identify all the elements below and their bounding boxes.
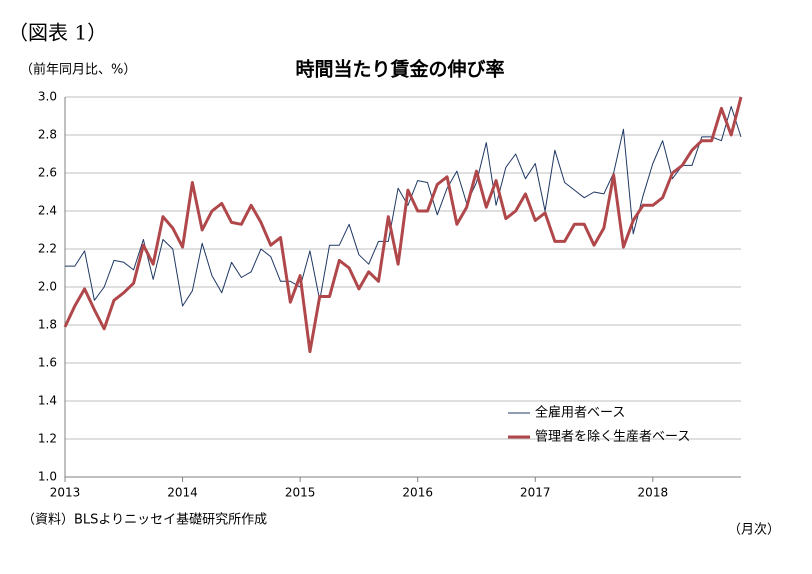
y-tick-label: 1.0 bbox=[38, 470, 57, 484]
source: （資料）BLSよりニッセイ基礎研究所作成 bbox=[22, 513, 267, 528]
y-tick-label: 1.2 bbox=[38, 432, 57, 446]
legend-label: 全雇用者ベース bbox=[535, 405, 625, 421]
x-axis-label: （月次） bbox=[728, 522, 780, 538]
chart-title: 時間当たり賃金の伸び率 bbox=[295, 58, 504, 81]
series-line bbox=[65, 106, 742, 307]
y-tick-label: 2.2 bbox=[38, 242, 57, 256]
y-axis-label: （前年同月比、%） bbox=[20, 62, 136, 78]
x-tick-label: 2013 bbox=[50, 486, 81, 500]
x-tick-label: 2018 bbox=[638, 486, 669, 500]
y-tick-label: 1.8 bbox=[38, 318, 57, 332]
y-tick-label: 3.0 bbox=[38, 90, 57, 104]
y-tick-label: 2.4 bbox=[38, 204, 57, 218]
y-tick-label: 1.4 bbox=[38, 394, 57, 408]
x-tick-label: 2015 bbox=[285, 486, 316, 500]
y-tick-label: 1.6 bbox=[38, 356, 57, 370]
y-tick-label: 2.8 bbox=[38, 128, 57, 142]
legend-label: 管理者を除く生産者ベース bbox=[535, 429, 690, 445]
figure-label: （図表 1） bbox=[8, 21, 107, 45]
y-tick-label: 2.6 bbox=[38, 166, 57, 180]
x-tick-label: 2014 bbox=[167, 486, 198, 500]
series-line bbox=[63, 96, 743, 354]
x-tick-label: 2016 bbox=[402, 486, 433, 500]
y-tick-label: 2.0 bbox=[38, 280, 57, 294]
x-tick-label: 2017 bbox=[520, 486, 551, 500]
